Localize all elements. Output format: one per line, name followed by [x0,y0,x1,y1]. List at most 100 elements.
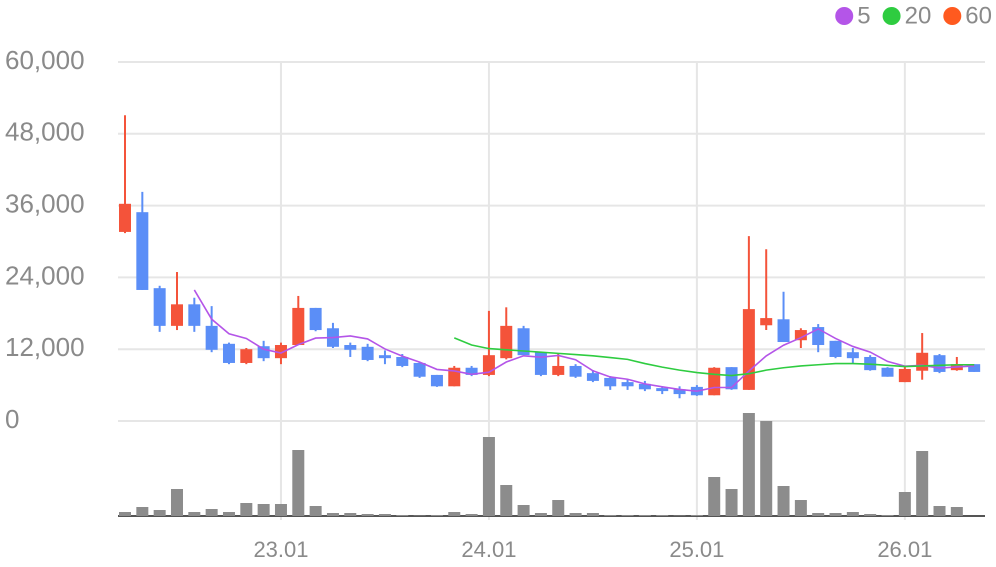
candle-body [812,327,825,346]
x-tick-label: 25.01 [669,537,724,562]
candle-body [378,355,391,359]
volume-bar [604,515,617,516]
volume-bar [344,513,357,516]
volume-bar [119,512,131,516]
candle-body [309,307,322,331]
candle-body [881,367,894,377]
candle-body [344,345,357,350]
volume-bar [586,513,599,516]
volume-bar [673,515,686,516]
volume-bar [413,515,426,516]
legend-swatch [882,7,901,25]
legend-label: 5 [857,2,870,29]
candle-body [604,377,617,387]
volume-bar [898,492,911,516]
ma-line [193,289,975,393]
volume-bar [378,514,391,516]
x-tick-label: 23.01 [253,537,308,562]
volume-bar [292,450,305,516]
candle-body [933,355,946,372]
volume-bar [794,500,807,516]
candle-body [396,356,409,366]
volume-bar [708,477,721,516]
candle-body [188,304,201,326]
volume-bar [326,513,339,516]
y-tick-label: 36,000 [5,188,85,218]
volume-bar [465,514,478,516]
candle-body [552,365,565,375]
volume-bar [274,504,287,516]
candle-body [968,364,981,372]
legend-label: 20 [905,2,932,29]
candle-body [829,340,842,357]
volume-bar [500,485,513,516]
candle-body [413,362,426,377]
volume-bar [569,513,582,516]
candle-body [240,349,253,363]
volume-bar [760,421,773,516]
volume-bar [482,437,495,516]
volume-bar [309,506,322,516]
y-tick-label: 48,000 [5,117,85,147]
candle-body [361,346,374,360]
volume-bar [257,504,270,516]
volume-bar [933,506,946,516]
candle-body [621,382,634,387]
volume-bar [881,515,894,516]
candle-body [274,345,287,359]
candle-body [898,368,911,383]
volume-bar [690,515,703,516]
volume-bar [430,515,443,516]
candle-body [517,328,530,356]
ma-line [453,337,975,377]
y-tick-label: 60,000 [5,45,85,75]
volume-bar [656,515,669,516]
candle-body [257,346,270,359]
candle-body [430,374,443,387]
candle-body [222,343,235,363]
candle-body [500,325,513,359]
volume-bar [864,514,877,516]
volume-bar [170,489,183,516]
volume-bar [517,505,530,516]
volume-bar [638,515,651,516]
y-tick-label: 0 [5,404,19,434]
candle-body [656,388,669,392]
legend: 5 20 60 [835,2,992,29]
volume-bar [552,500,565,516]
x-tick-label: 26.01 [877,537,932,562]
volume-bar [846,512,859,516]
candle-body [205,325,218,350]
volume-bar [136,507,149,516]
candle-body [465,367,478,375]
legend-swatch [943,7,962,25]
volume-bar [534,513,547,516]
candle-body [292,307,305,346]
volume-bar [188,512,201,516]
volume-bar [725,489,738,516]
candle-body [708,367,721,396]
volume-bar [950,507,963,516]
volume-bar [205,509,218,516]
candle-body [846,352,859,359]
volume-bar [153,510,166,516]
legend-label: 60 [965,2,992,29]
candle-body [638,383,651,390]
volume-bar [222,512,235,516]
candle-body [136,212,149,290]
candle-body [170,304,183,326]
volume-bar [448,512,461,516]
candle-body [725,367,738,390]
volume-bar [240,503,253,516]
candle-body [916,352,929,371]
candle-body [673,389,686,395]
volume-bar [396,515,409,516]
candle-body [777,319,790,343]
candle-body [794,330,807,341]
x-tick-label: 24.01 [461,537,516,562]
y-tick-label: 12,000 [5,332,85,362]
candle-body [742,309,755,390]
volume-bar [621,515,634,516]
volume-bar [916,451,929,516]
